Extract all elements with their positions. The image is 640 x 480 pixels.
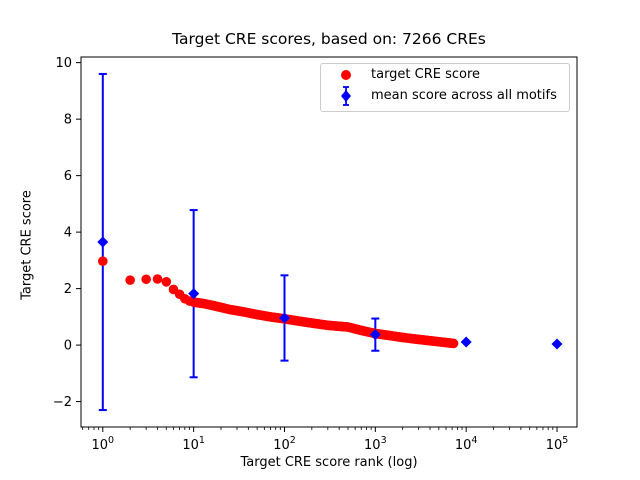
y-tick-label: −2: [53, 395, 72, 410]
data-point-target-cre-score: [152, 274, 163, 284]
legend-label-target-cre-score: target CRE score: [371, 67, 481, 83]
plot-frame: [80, 56, 578, 428]
y-tick-label: 6: [64, 169, 72, 184]
blue-diamond-errorbar-marker-icon: [341, 85, 351, 106]
data-point-mean-score: [97, 236, 109, 248]
data-point-target-cre-score: [161, 277, 172, 287]
legend-marker-cell: [327, 85, 365, 107]
x-tick-label: 100: [92, 435, 115, 453]
x-axis-label: Target CRE score rank (log): [240, 455, 418, 470]
data-point-target-cre-score: [141, 274, 151, 285]
x-tick-label: 102: [273, 435, 296, 453]
data-point-mean-score: [460, 336, 472, 348]
legend-marker-cell: [327, 69, 365, 80]
legend: target CRE score mean score across all m…: [320, 63, 570, 112]
x-tick-label: 105: [546, 435, 569, 453]
y-tick-label: 4: [64, 226, 72, 241]
data-point-target-cre-score: [98, 256, 108, 267]
legend-label-mean-score: mean score across all motifs: [371, 88, 557, 104]
data-point-mean-score: [369, 329, 381, 341]
legend-entry-target-cre-score: target CRE score: [327, 68, 563, 81]
y-tick-label: 2: [64, 282, 72, 297]
x-tick-label: 103: [364, 435, 387, 453]
chart-title: Target CRE scores, based on: 7266 CREs: [172, 30, 486, 48]
data-point-target-cre-score: [125, 275, 135, 285]
data-point-target-cre-score: [448, 338, 459, 349]
x-tick-label: 104: [455, 435, 478, 453]
y-tick-label: 0: [64, 339, 72, 354]
x-tick-label: 101: [182, 435, 205, 453]
data-point-mean-score: [188, 288, 200, 300]
y-tick-label: 10: [55, 56, 72, 71]
legend-entry-mean-score: mean score across all motifs: [327, 85, 563, 107]
data-point-mean-score: [278, 312, 290, 324]
y-tick-label: 8: [64, 113, 72, 128]
data-point-mean-score: [551, 338, 563, 350]
red-circle-marker-icon: [341, 69, 351, 80]
